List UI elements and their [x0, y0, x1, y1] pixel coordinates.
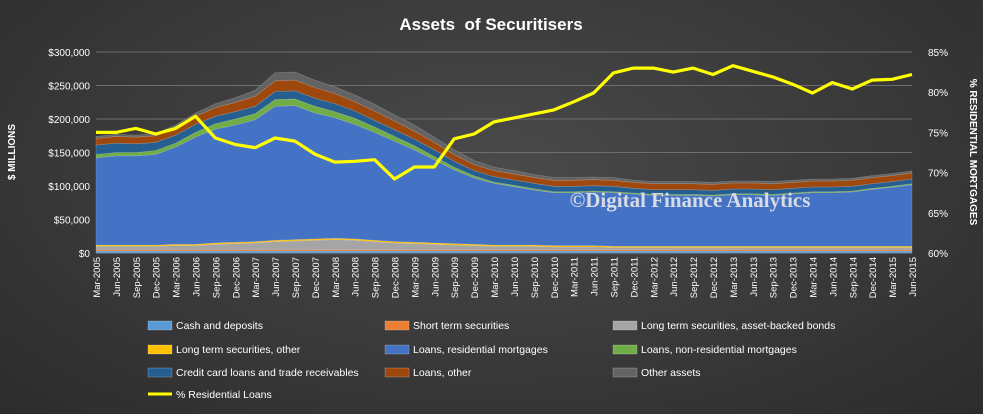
x-tick-label: Dec-2012 — [709, 257, 720, 298]
y2-tick-label: 80% — [928, 88, 948, 99]
x-tick-label: Sep-2012 — [689, 257, 700, 298]
x-tick-label: Mar-2006 — [172, 257, 183, 298]
legend-item: Loans, non-residential mortgages — [612, 344, 797, 356]
legend-swatch — [147, 344, 173, 355]
y2-tick-label: 65% — [928, 209, 948, 220]
watermark: ©Digital Finance Analytics — [570, 188, 811, 212]
x-tick-label: Dec-2005 — [152, 257, 163, 298]
legend-item: Loans, other — [384, 367, 472, 379]
x-tick-label: Dec-2009 — [470, 257, 481, 298]
y-tick-label: $300,000 — [48, 48, 90, 59]
legend-label: Loans, non-residential mortgages — [641, 344, 797, 356]
x-tick-label: Jun-2008 — [351, 257, 362, 297]
legend-label: Other assets — [641, 367, 701, 379]
x-tick-label: Dec-2011 — [629, 257, 640, 298]
legend-label: Credit card loans and trade receivables — [176, 367, 359, 379]
residential-loans-line — [96, 64, 913, 181]
x-tick-label: Jun-2006 — [192, 257, 203, 297]
legend: Cash and deposits Short term securities Lo… — [147, 320, 835, 401]
x-tick-label: Mar-2013 — [729, 257, 740, 298]
x-tick-label: Mar-2015 — [888, 257, 899, 298]
legend-item: Other assets — [612, 367, 701, 379]
legend-label: Cash and deposits — [176, 320, 263, 332]
x-tick-label: Dec-2007 — [311, 257, 322, 298]
legend-swatch — [612, 320, 638, 331]
y2-tick-label: 75% — [928, 128, 948, 139]
legend-label: Short term securities — [413, 320, 509, 332]
legend-label: Loans, residential mortgages — [413, 344, 548, 356]
x-tick-label: Sep-2006 — [211, 257, 222, 298]
x-tick-label: Mar-2009 — [410, 257, 421, 298]
x-tick-label: Sep-2013 — [769, 257, 780, 298]
x-tick-label: Sep-2011 — [609, 257, 620, 298]
area-series — [95, 71, 913, 185]
legend-item: Cash and deposits — [147, 320, 263, 332]
y2-tick-label: 60% — [928, 249, 948, 260]
y-axis-label: $ MILLIONS — [7, 124, 18, 180]
legend-item: Short term securities — [384, 320, 509, 332]
x-tick-label: Jun-2010 — [510, 257, 521, 297]
x-tick-label: Jun-2005 — [112, 257, 123, 297]
y2-axis-label: % RESIDENTIAL MORTGAGES — [967, 79, 978, 226]
x-tick-label: Sep-2009 — [450, 257, 461, 298]
legend-swatch — [147, 320, 173, 331]
y-tick-label: $250,000 — [48, 82, 90, 93]
x-tick-label: Mar-2005 — [92, 257, 103, 298]
x-tick-label: Mar-2010 — [490, 257, 501, 298]
legend-item: Long term securities, asset-backed bonds — [612, 320, 835, 332]
area-layers — [95, 71, 913, 254]
legend-item: Loans, residential mortgages — [384, 344, 548, 356]
x-tick-label: Jun-2012 — [669, 257, 680, 297]
x-tick-label: Mar-2014 — [808, 257, 819, 298]
x-tick-label: Sep-2014 — [848, 257, 859, 298]
line-layer — [96, 64, 913, 181]
legend-swatch — [384, 344, 410, 355]
legend-swatch — [612, 367, 638, 378]
x-tick-label: Jun-2014 — [828, 257, 839, 297]
x-tick-label: Dec-2013 — [789, 257, 800, 298]
x-tick-label: Sep-2007 — [291, 257, 302, 298]
x-tick-label: Mar-2012 — [649, 257, 660, 298]
x-tick-label: Sep-2005 — [132, 257, 143, 298]
y-tick-label: $150,000 — [48, 149, 90, 160]
x-tick-label: Jun-2009 — [430, 257, 441, 297]
y2-tick-label: 85% — [928, 48, 948, 59]
y-tick-label: $200,000 — [48, 115, 90, 126]
x-tick-label: Jun-2015 — [908, 257, 919, 297]
legend-swatch — [147, 367, 173, 378]
legend-label: Loans, other — [413, 367, 472, 379]
y-tick-label: $100,000 — [48, 182, 90, 193]
legend-item: Long term securities, other — [147, 344, 301, 356]
legend-swatch — [384, 367, 410, 378]
x-tick-label: Jun-2011 — [590, 257, 601, 296]
x-tick-label: Dec-2008 — [391, 257, 402, 298]
y-tick-label: $50,000 — [54, 216, 91, 227]
legend-label: % Residential Loans — [176, 389, 272, 401]
x-tick-label: Mar-2008 — [331, 257, 342, 298]
y-tick-label: $0 — [79, 249, 91, 260]
legend-label: Long term securities, asset-backed bonds — [641, 320, 835, 332]
chart-title: Assets of Securitisers — [399, 15, 582, 34]
x-tick-label: Dec-2010 — [550, 257, 561, 298]
legend-label: Long term securities, other — [176, 344, 301, 356]
x-tick-label: Sep-2010 — [530, 257, 541, 298]
x-tick-label: Jun-2007 — [271, 257, 282, 297]
legend-item: Credit card loans and trade receivables — [147, 367, 359, 379]
y2-tick-label: 70% — [928, 169, 948, 180]
legend-swatch — [384, 320, 410, 331]
axes: $0 $50,000 $100,000 $150,000 $200,000 $250,00… — [48, 48, 948, 298]
x-tick-label: Sep-2008 — [371, 257, 382, 298]
legend-swatch — [612, 344, 638, 355]
x-tick-label: Mar-2007 — [251, 257, 262, 298]
x-tick-label: Jun-2013 — [749, 257, 760, 297]
x-tick-label: Dec-2014 — [868, 257, 879, 298]
x-tick-label: Mar-2011 — [570, 257, 581, 297]
legend-item: % Residential Loans — [148, 389, 272, 401]
x-tick-label: Dec-2006 — [231, 257, 242, 298]
